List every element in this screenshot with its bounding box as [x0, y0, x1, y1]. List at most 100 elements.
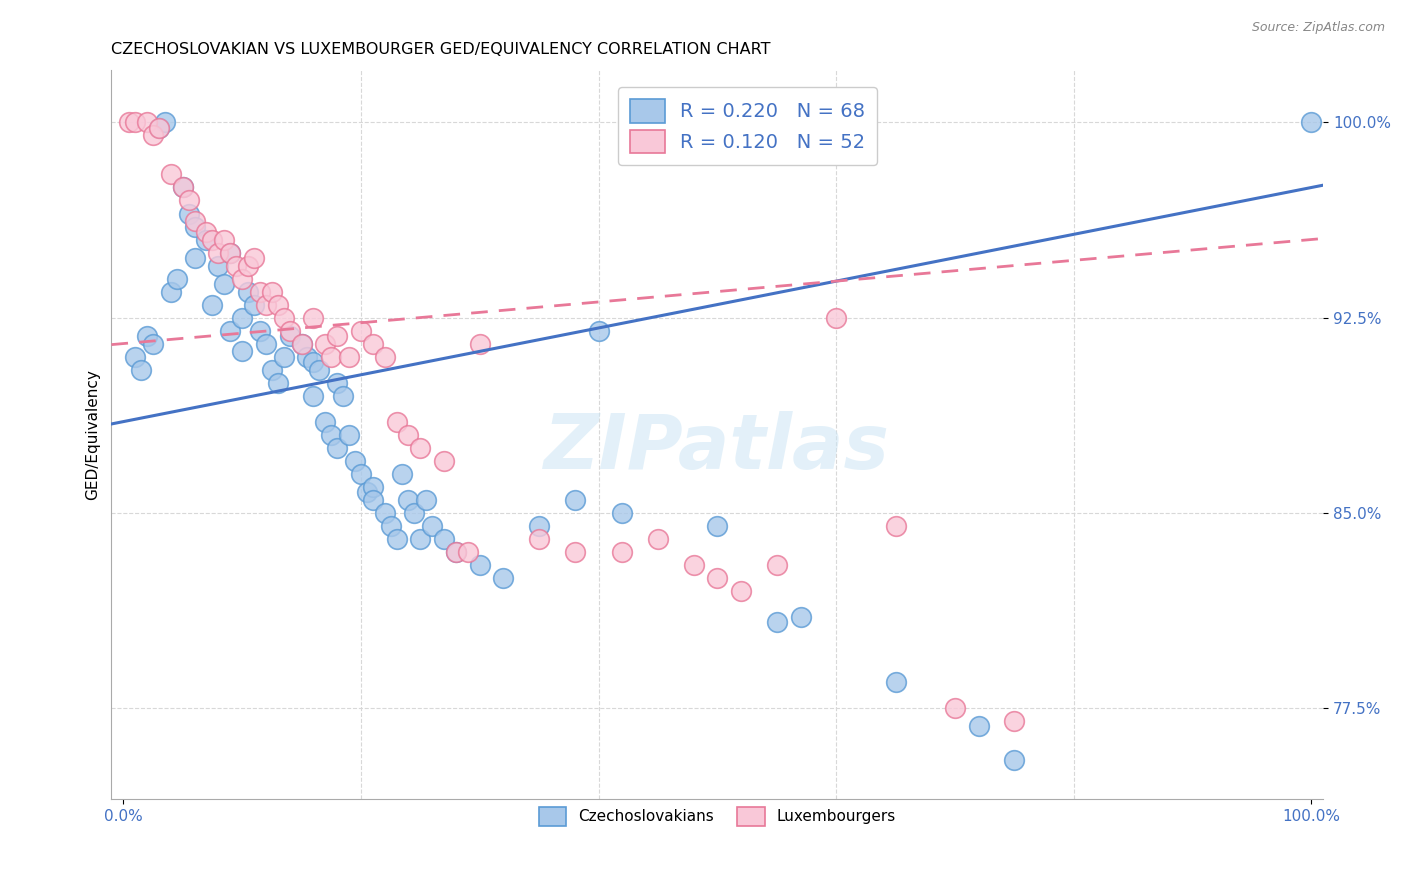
Point	[361, 336, 384, 351]
Point	[177, 206, 200, 220]
Point	[249, 324, 271, 338]
Point	[350, 324, 373, 338]
Point	[136, 328, 159, 343]
Point	[361, 492, 384, 507]
Point	[943, 700, 966, 714]
Point	[374, 506, 396, 520]
Point	[409, 441, 432, 455]
Point	[825, 310, 848, 325]
Point	[682, 558, 704, 572]
Point	[290, 336, 312, 351]
Point	[159, 168, 181, 182]
Point	[321, 427, 343, 442]
Point	[884, 674, 907, 689]
Point	[195, 225, 218, 239]
Point	[183, 251, 205, 265]
Legend: Czechoslovakians, Luxembourgers: Czechoslovakians, Luxembourgers	[530, 798, 905, 835]
Point	[302, 389, 325, 403]
Text: CZECHOSLOVAKIAN VS LUXEMBOURGER GED/EQUIVALENCY CORRELATION CHART: CZECHOSLOVAKIAN VS LUXEMBOURGER GED/EQUI…	[111, 42, 770, 57]
Point	[201, 297, 224, 311]
Point	[457, 544, 479, 558]
Point	[148, 120, 170, 135]
Point	[236, 259, 259, 273]
Point	[332, 389, 354, 403]
Point	[214, 233, 236, 247]
Point	[260, 362, 283, 376]
Point	[730, 583, 752, 598]
Point	[385, 532, 408, 546]
Point	[404, 506, 426, 520]
Point	[124, 115, 146, 129]
Point	[1002, 753, 1025, 767]
Point	[273, 350, 295, 364]
Point	[273, 310, 295, 325]
Point	[356, 484, 378, 499]
Point	[765, 615, 787, 629]
Point	[396, 427, 419, 442]
Point	[433, 453, 456, 467]
Point	[588, 324, 610, 338]
Point	[527, 532, 550, 546]
Point	[302, 355, 325, 369]
Point	[142, 128, 165, 143]
Point	[765, 558, 787, 572]
Point	[444, 544, 467, 558]
Point	[612, 506, 634, 520]
Point	[142, 336, 165, 351]
Point	[236, 285, 259, 299]
Point	[201, 233, 224, 247]
Point	[219, 245, 242, 260]
Y-axis label: GED/Equivalency: GED/Equivalency	[86, 369, 100, 500]
Point	[129, 362, 152, 376]
Point	[527, 518, 550, 533]
Point	[207, 259, 229, 273]
Point	[302, 310, 325, 325]
Point	[385, 415, 408, 429]
Point	[492, 571, 515, 585]
Point	[326, 328, 349, 343]
Point	[243, 297, 266, 311]
Point	[195, 233, 218, 247]
Point	[267, 297, 290, 311]
Point	[249, 285, 271, 299]
Point	[433, 532, 456, 546]
Point	[207, 245, 229, 260]
Text: Source: ZipAtlas.com: Source: ZipAtlas.com	[1251, 21, 1385, 34]
Point	[183, 214, 205, 228]
Point	[706, 571, 728, 585]
Point	[321, 350, 343, 364]
Point	[290, 336, 312, 351]
Point	[231, 310, 253, 325]
Point	[214, 277, 236, 291]
Point	[297, 350, 319, 364]
Point	[380, 518, 402, 533]
Point	[172, 180, 194, 194]
Point	[415, 492, 437, 507]
Point	[153, 115, 176, 129]
Point	[337, 350, 360, 364]
Point	[183, 219, 205, 234]
Point	[468, 336, 491, 351]
Point	[420, 518, 443, 533]
Point	[267, 376, 290, 390]
Point	[326, 376, 349, 390]
Point	[148, 120, 170, 135]
Point	[647, 532, 669, 546]
Point	[124, 350, 146, 364]
Point	[337, 427, 360, 442]
Point	[225, 259, 247, 273]
Point	[361, 480, 384, 494]
Point	[118, 115, 141, 129]
Point	[314, 336, 336, 351]
Point	[172, 180, 194, 194]
Point	[396, 492, 419, 507]
Point	[967, 719, 990, 733]
Point	[564, 544, 586, 558]
Point	[564, 492, 586, 507]
Point	[254, 297, 277, 311]
Point	[231, 271, 253, 285]
Point	[409, 532, 432, 546]
Point	[136, 115, 159, 129]
Point	[159, 285, 181, 299]
Point	[374, 350, 396, 364]
